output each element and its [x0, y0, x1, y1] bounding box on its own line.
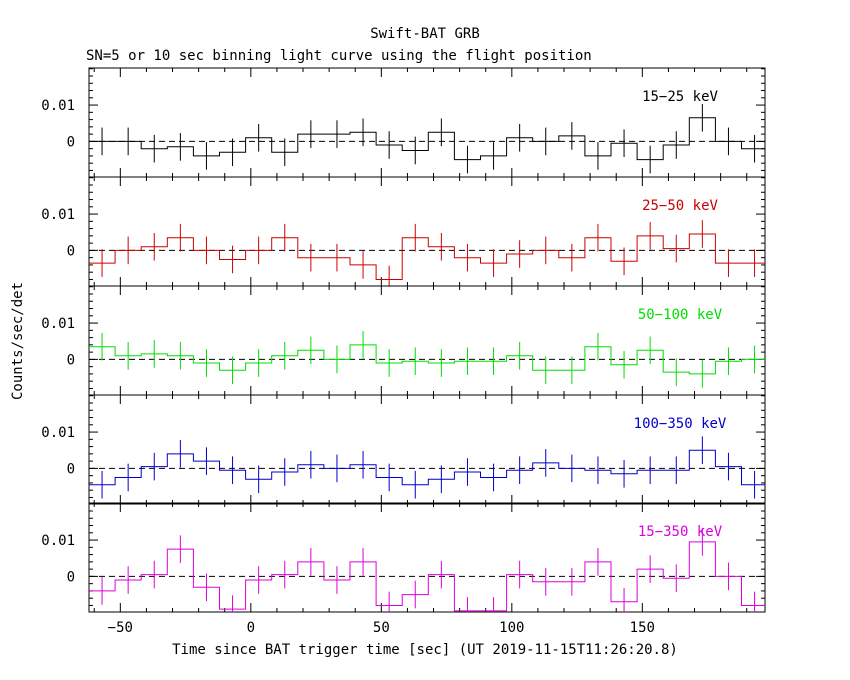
- panel-1: 0 0.01 25−50 keV: [41, 176, 766, 287]
- panel-frame: [88, 394, 766, 505]
- panel-frame: [88, 67, 766, 178]
- panel-frame: [88, 502, 766, 613]
- panel-frame: [88, 285, 766, 396]
- y-tick-label: 0.01: [41, 425, 75, 441]
- x-tick-label: 150: [630, 620, 655, 636]
- panel-frame: [88, 176, 766, 287]
- step-line: [89, 449, 765, 486]
- series-3: [89, 436, 765, 499]
- panel-4: 0 0.01 15−350 keV: [41, 502, 766, 613]
- y-tick-label: 0: [67, 461, 75, 477]
- x-axis-label: Time since BAT trigger time [sec] (UT 20…: [172, 642, 678, 658]
- x-tick-label: 50: [373, 620, 390, 636]
- y-tick-label: 0: [67, 352, 75, 368]
- y-tick-label: 0: [67, 134, 75, 150]
- band-label: 15−350 keV: [638, 524, 723, 540]
- y-tick-label: 0.01: [41, 98, 75, 114]
- chart-title: Swift-BAT GRB: [370, 26, 480, 42]
- y-tick-label: 0: [67, 243, 75, 259]
- panel-3: 0 0.01 100−350 keV: [41, 394, 766, 505]
- band-label: 50−100 keV: [638, 307, 723, 323]
- series-0: [89, 103, 765, 174]
- series-2: [89, 331, 765, 388]
- y-tick-label: 0: [67, 569, 75, 585]
- y-axis-label: Counts/sec/det: [10, 282, 26, 400]
- step-line: [89, 117, 765, 161]
- panels-group: 0 0.01 15−25 keV 0 0.01 25−50 keV 0 0.01 50−100 …: [41, 67, 766, 636]
- step-line: [89, 233, 765, 280]
- panel-0: 0 0.01 15−25 keV: [41, 67, 766, 178]
- y-tick-label: 0.01: [41, 533, 75, 549]
- x-tick-label: 100: [499, 620, 524, 636]
- x-tick-label: −50: [108, 620, 133, 636]
- series-4: [89, 528, 765, 612]
- y-tick-label: 0.01: [41, 207, 75, 223]
- band-label: 100−350 keV: [634, 416, 727, 432]
- series-1: [89, 220, 765, 286]
- panel-2: 0 0.01 50−100 keV: [41, 285, 766, 396]
- y-tick-label: 0.01: [41, 316, 75, 332]
- x-tick-label: 0: [247, 620, 255, 636]
- band-label: 25−50 keV: [642, 198, 718, 214]
- chart-subtitle: SN=5 or 10 sec binning light curve using…: [86, 48, 592, 64]
- band-label: 15−25 keV: [642, 89, 718, 105]
